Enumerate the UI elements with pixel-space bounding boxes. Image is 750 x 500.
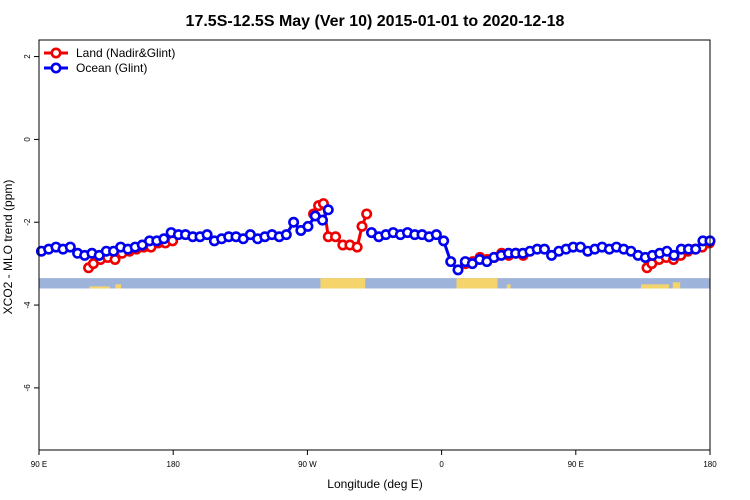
legend-swatch-marker [50,47,62,59]
y-tick-label: 2 [23,54,32,59]
legend-label: Land (Nadir&Glint) [76,46,175,60]
legend-swatch-marker [50,62,62,74]
data-point [64,241,76,253]
data-point [316,214,328,226]
x-tick-label: 90 E [31,460,47,469]
x-axis: 90 E 180 90 W 0 90 E 180 [31,450,717,469]
y-tick-label: -4 [23,301,32,309]
y-tick-label: 0 [23,137,32,142]
y-axis: 2 0 -2 -4 -6 [23,54,39,392]
x-tick-label: 180 [703,460,717,469]
x-tick-label: 90 W [298,460,317,469]
land-region [641,284,669,289]
x-tick-label: 180 [167,460,181,469]
series-ocean [35,204,716,276]
legend-item: Land (Nadir&Glint) [44,46,175,60]
y-axis-label: XCO2 - MLO trend (ppm) [1,180,15,315]
data-point [445,256,457,268]
legend: Land (Nadir&Glint)Ocean (Glint) [44,46,175,75]
data-point [322,204,334,216]
land-region [456,278,498,289]
data-point [280,229,292,241]
data-point [356,220,368,232]
data-point [302,220,314,232]
legend-label: Ocean (Glint) [76,61,147,75]
x-tick-label: 90 E [568,460,584,469]
data-point [430,229,442,241]
legend-item: Ocean (Glint) [44,61,147,75]
land-region [672,282,681,289]
land-region [506,284,511,289]
data-point [201,229,213,241]
surface-band [39,278,710,289]
land-region [115,284,122,289]
data-point [452,264,464,276]
land-region [320,278,366,289]
series-layer [35,198,716,276]
plot-frame [38,39,711,451]
y-tick-label: -2 [23,218,32,226]
data-point [288,216,300,228]
data-point [690,243,702,255]
data-point [158,233,170,245]
data-point [330,231,342,243]
y-tick-label: -6 [23,384,32,392]
chart-title: 17.5S-12.5S May (Ver 10) 2015-01-01 to 2… [186,13,565,30]
ocean-band [39,278,710,289]
x-tick-label: 0 [439,460,444,469]
land-region [89,286,110,289]
data-point [361,208,373,220]
x-axis-label: Longitude (deg E) [327,477,422,491]
data-point [538,243,550,255]
data-point [351,241,363,253]
data-point [438,235,450,247]
data-point [668,249,680,261]
